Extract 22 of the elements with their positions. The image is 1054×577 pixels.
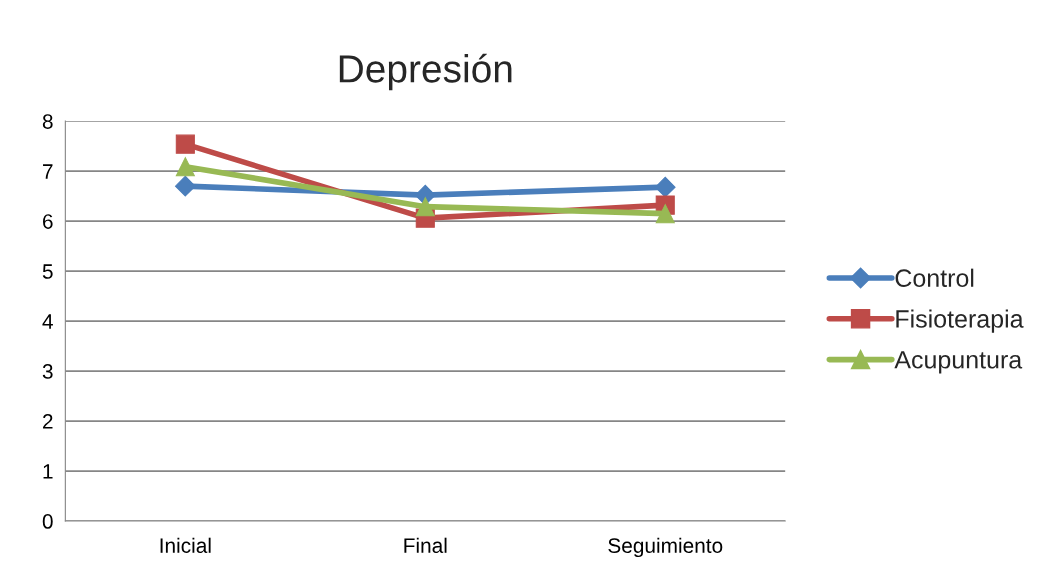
- point: [175, 157, 195, 177]
- x-tick-label: Final: [404, 537, 447, 553]
- y-tick-label: 4: [42, 314, 53, 329]
- legend-label: Control: [895, 268, 974, 288]
- y-tick-label: 1: [43, 464, 53, 479]
- chart-title: Depresión: [339, 53, 512, 91]
- y-tick-label: 7: [43, 164, 53, 179]
- point: [174, 175, 196, 197]
- point: [655, 204, 675, 224]
- x-tick-label: Inicial: [160, 537, 211, 553]
- y-tick-label: 6: [43, 214, 53, 229]
- y-tick-label: 5: [42, 264, 53, 279]
- point: [654, 176, 676, 198]
- y-tick-label: 2: [43, 414, 53, 429]
- point: [415, 197, 435, 217]
- point: [175, 134, 195, 154]
- y-tick-label: 3: [42, 364, 53, 379]
- legend-label: Acupuntura: [894, 351, 1023, 374]
- y-tick-label: 0: [42, 514, 53, 529]
- x-tick-label: Seguimiento: [608, 537, 723, 558]
- legend-label: Fisioterapia: [896, 309, 1024, 333]
- y-tick-label: 8: [42, 114, 53, 129]
